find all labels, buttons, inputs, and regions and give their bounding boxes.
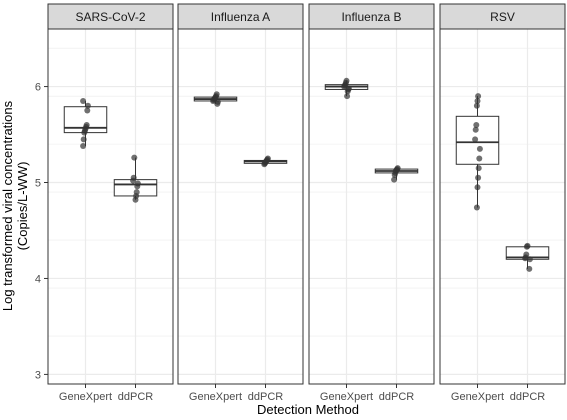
data-point <box>473 121 480 128</box>
data-point <box>134 180 141 187</box>
data-point <box>84 102 91 109</box>
data-point <box>476 145 483 152</box>
facet-strip <box>47 3 174 30</box>
data-point <box>526 265 533 272</box>
data-point <box>83 121 90 128</box>
facet-strip-label: SARS-CoV-2 <box>75 10 145 24</box>
x-tick-label: GeneXpert <box>320 391 373 403</box>
x-tick-label: ddPCR <box>510 391 546 403</box>
panel-background <box>178 29 303 384</box>
data-point <box>473 102 480 109</box>
x-axis-title: Detection Method <box>257 402 359 417</box>
data-point <box>472 136 479 143</box>
y-tick-label: 3 <box>35 369 41 381</box>
data-point <box>394 165 401 172</box>
data-point <box>131 154 138 161</box>
facet-strip <box>308 3 435 30</box>
data-point <box>264 155 271 162</box>
y-axis-title: (Copies/L-WW) <box>15 162 30 251</box>
y-axis-title: Log transformed viral concentrations <box>0 100 15 311</box>
data-point <box>475 174 482 181</box>
data-point <box>133 189 140 196</box>
data-point <box>523 251 530 258</box>
x-tick-label: GeneXpert <box>59 391 112 403</box>
panel-border <box>439 28 566 385</box>
panel-background <box>309 29 434 384</box>
panel-border <box>308 28 435 385</box>
data-point <box>343 77 350 84</box>
data-point <box>476 155 483 162</box>
panel-border <box>177 28 304 385</box>
panel-background <box>440 29 565 384</box>
data-point <box>84 107 91 114</box>
data-point <box>391 176 398 183</box>
x-tick-label: ddPCR <box>379 391 415 403</box>
data-point <box>474 97 481 104</box>
y-tick-label: 4 <box>35 273 41 285</box>
x-tick-label: ddPCR <box>248 391 284 403</box>
data-point <box>344 93 351 100</box>
data-point <box>80 97 87 104</box>
data-point <box>80 136 87 143</box>
data-point <box>475 93 482 100</box>
data-point <box>524 242 531 249</box>
data-point <box>473 204 480 211</box>
facet-strip-label: Influenza B <box>341 10 401 24</box>
facet-strip-label: Influenza A <box>211 10 270 24</box>
data-point <box>345 85 352 92</box>
data-point <box>130 174 137 181</box>
data-point <box>80 143 87 150</box>
data-point <box>213 91 220 98</box>
facet-strip <box>439 3 566 30</box>
x-tick-label: GeneXpert <box>451 391 504 403</box>
panel-background <box>48 29 173 384</box>
data-point <box>475 165 482 172</box>
data-point <box>474 184 481 191</box>
x-tick-label: ddPCR <box>118 391 154 403</box>
x-tick-label: GeneXpert <box>189 391 242 403</box>
panel-border <box>47 28 174 385</box>
data-point <box>472 126 479 133</box>
facet-strip-label: RSV <box>490 10 515 24</box>
y-tick-label: 5 <box>35 178 41 190</box>
y-tick-label: 6 <box>35 82 41 94</box>
